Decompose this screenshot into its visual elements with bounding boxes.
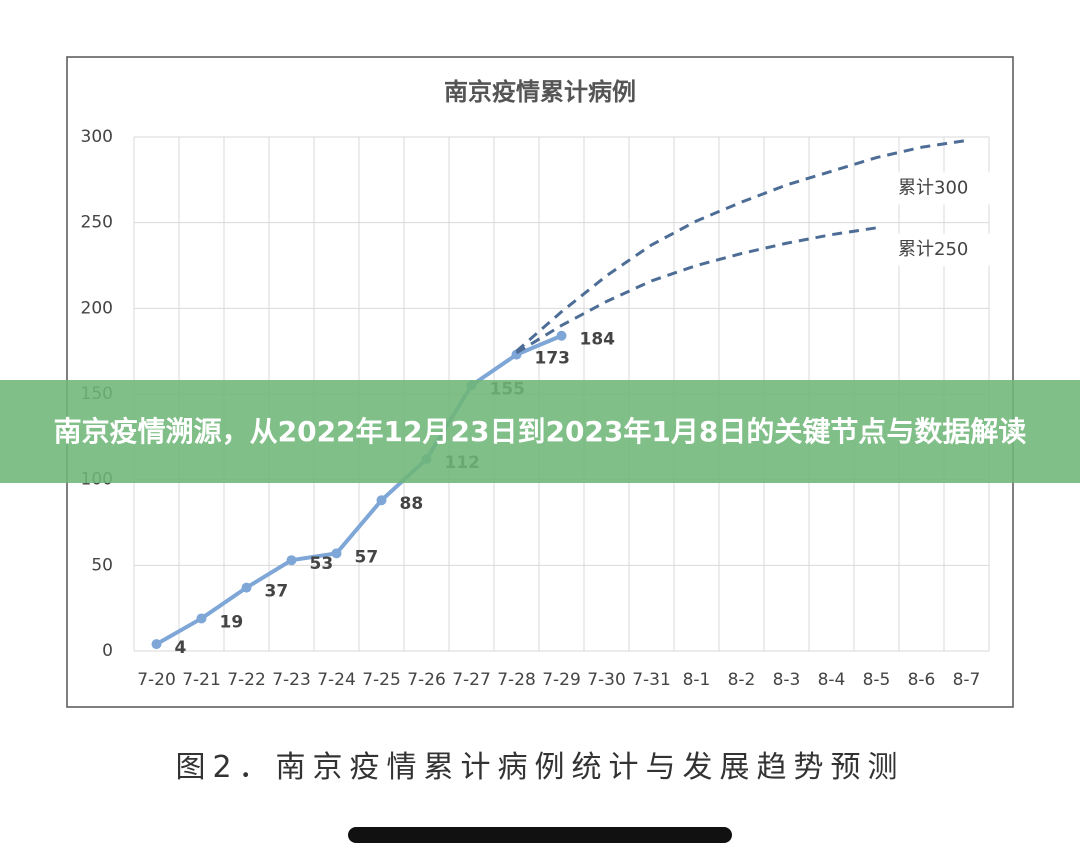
point	[286, 555, 297, 566]
home-indicator	[348, 827, 732, 843]
x-tick-label: 8-5	[863, 670, 891, 690]
x-tick-label: 8-7	[953, 670, 981, 690]
data-label: 19	[220, 612, 244, 632]
line	[155, 333, 563, 646]
data-label: 88	[400, 494, 424, 514]
x-tick-label: 7-22	[227, 670, 266, 690]
point	[376, 495, 387, 506]
point	[151, 639, 162, 650]
series-label-bg	[893, 172, 993, 205]
chart-title: 南京疫情累计病例	[444, 78, 636, 106]
x-tick-label: 7-29	[542, 670, 581, 690]
point	[196, 613, 207, 624]
data-label: 184	[580, 330, 616, 350]
projection-line	[515, 138, 967, 353]
data-label: 37	[265, 582, 289, 602]
series-label-bg	[893, 233, 993, 266]
y-tick-label: 0	[102, 641, 113, 661]
x-tick-label: 7-31	[632, 670, 671, 690]
data-label: 53	[310, 554, 334, 574]
x-tick-label: 7-21	[182, 670, 221, 690]
x-tick-label: 8-4	[818, 670, 846, 690]
series-label: 累计250	[898, 239, 968, 260]
caption: 图2．南京疫情累计病例统计与发展趋势预测	[175, 750, 905, 785]
data-label: 173	[535, 349, 571, 369]
x-tick-label: 8-1	[683, 670, 711, 690]
x-tick-label: 7-28	[497, 670, 536, 690]
x-tick-label: 8-6	[908, 670, 936, 690]
y-tick-label: 200	[81, 298, 113, 318]
point	[556, 330, 567, 341]
x-tick-label: 8-3	[773, 670, 801, 690]
x-tick-label: 7-20	[137, 670, 176, 690]
data-label: 4	[175, 638, 187, 658]
data-label: 57	[355, 547, 379, 567]
series-label: 累计300	[898, 177, 968, 198]
y-tick-label: 250	[81, 213, 113, 233]
x-tick-label: 7-30	[587, 670, 626, 690]
point	[331, 548, 342, 559]
headline-banner: 南京疫情溯源，从2022年12月23日到2023年1月8日的关键节点与数据解读	[0, 380, 1080, 483]
x-tick-label: 7-23	[272, 670, 311, 690]
x-tick-label: 7-25	[362, 670, 401, 690]
x-tick-label: 7-24	[317, 670, 356, 690]
projection-line	[515, 226, 877, 355]
y-tick-label: 50	[91, 555, 113, 575]
x-tick-label: 7-26	[407, 670, 446, 690]
x-tick-label: 8-2	[728, 670, 756, 690]
point	[241, 582, 252, 593]
x-tick-label: 7-27	[452, 670, 491, 690]
headline: 南京疫情溯源，从2022年12月23日到2023年1月8日的关键节点与数据解读	[53, 414, 1027, 448]
y-tick-label: 300	[81, 127, 113, 147]
